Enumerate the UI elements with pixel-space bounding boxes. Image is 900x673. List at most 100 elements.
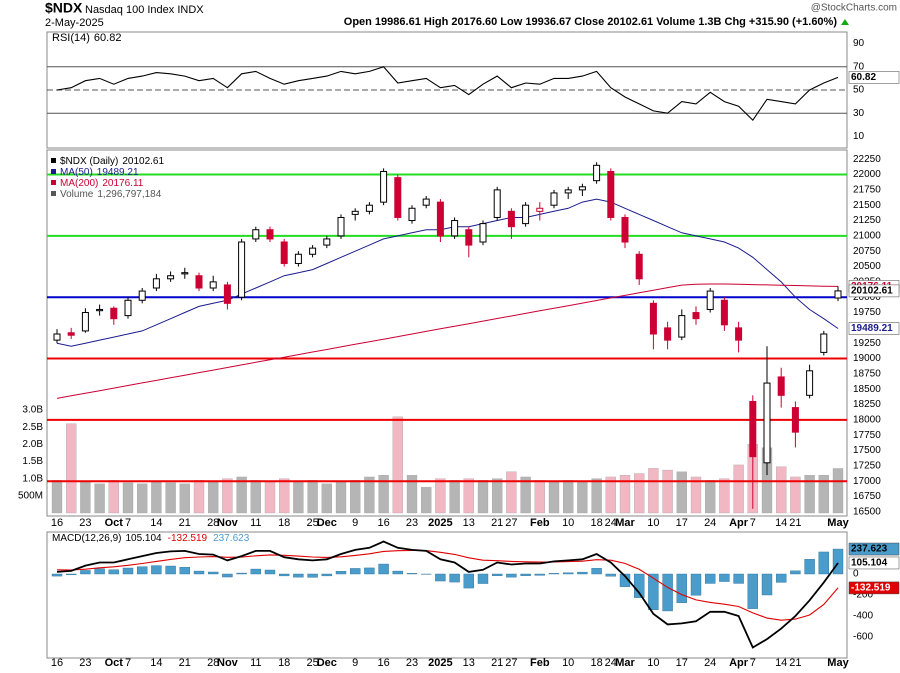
x-tick-label: 18 — [590, 517, 602, 529]
y-tick-label: 0 — [853, 569, 859, 580]
volume-bar — [66, 423, 77, 514]
volume-bar — [307, 480, 318, 514]
value-box — [848, 581, 900, 595]
moving-average — [56, 198, 839, 347]
histogram-bar — [94, 568, 105, 575]
histogram-bar — [222, 573, 233, 578]
histogram-bar — [364, 567, 375, 575]
histogram-bar — [165, 565, 176, 575]
histogram-bar — [179, 566, 191, 575]
y-tick-label: -200 — [853, 590, 873, 601]
histogram-bar — [534, 573, 545, 576]
x-tick-label: 7 — [750, 657, 756, 669]
legend-value: 20176.11 — [102, 178, 143, 189]
x-tick-label: 16 — [377, 657, 389, 669]
volume-bar — [804, 475, 815, 514]
y-tick-label: 17500 — [853, 445, 881, 456]
histogram-bar — [790, 570, 801, 575]
x-tick-label: 21 — [789, 517, 801, 529]
value-box — [848, 71, 900, 84]
histogram-bar — [136, 566, 148, 575]
volume-bar — [122, 482, 134, 514]
legend-value: 20102.61 — [122, 156, 164, 167]
x-tick-label: 14 — [150, 657, 162, 669]
value-box — [848, 322, 900, 335]
candle-body — [181, 272, 189, 275]
volume-bar — [492, 478, 503, 514]
legend-swatch — [51, 191, 56, 196]
x-tick-label: 23 — [406, 657, 418, 669]
volume-bar — [193, 480, 205, 514]
candle-body — [422, 198, 430, 206]
x-tick-label: 13 — [463, 657, 475, 669]
volume-bar — [676, 471, 687, 514]
x-tick-label: Dec — [317, 517, 337, 529]
candle-body — [351, 210, 359, 215]
histogram-bar — [449, 573, 460, 583]
x-tick-label: Oct — [105, 517, 124, 529]
histogram-bar — [761, 573, 773, 596]
volume-bar — [208, 481, 219, 514]
volume-bar — [605, 476, 616, 514]
volume-bar — [264, 481, 276, 514]
y-tick-label: 18750 — [853, 369, 881, 380]
candle-body — [522, 204, 530, 225]
x-tick-label: 25 — [306, 657, 318, 669]
value-box — [848, 556, 900, 570]
volume-bar — [435, 478, 446, 514]
volume-bar — [321, 483, 332, 514]
volume-tick-label: 2.5B — [22, 422, 43, 433]
candle-body — [834, 290, 842, 299]
candle-body — [280, 241, 288, 264]
y-tick-label: 20500 — [853, 261, 881, 272]
legend: RSI(14) 60.82 — [52, 32, 121, 44]
volume-bar — [335, 481, 347, 514]
x-tick-label: 16 — [51, 517, 63, 529]
histogram-bar — [591, 568, 602, 575]
quote: Open 19986.61 High 20176.60 Low 19936.67… — [344, 16, 838, 28]
histogram-bar — [279, 573, 290, 577]
candle-body — [436, 201, 444, 237]
x-tick-label: 10 — [647, 517, 659, 529]
x-tick-label: 24 — [704, 657, 716, 669]
histogram-bar — [293, 573, 304, 578]
volume-bar — [832, 468, 844, 514]
legend-name: MA(50) — [60, 167, 93, 178]
histogram-bar — [378, 563, 389, 575]
histogram-bar — [719, 573, 730, 582]
x-tick-label: 25 — [306, 517, 318, 529]
y-tick-label: 22000 — [853, 169, 881, 180]
volume-bar — [137, 483, 148, 514]
candle-body — [735, 327, 743, 341]
y-tick-label: 90 — [853, 38, 865, 49]
x-tick-label: 14 — [775, 517, 787, 529]
volume-bar — [719, 478, 730, 514]
candle-body — [238, 241, 246, 298]
x-tick-label: 21 — [491, 517, 503, 529]
x-tick-label: 14 — [150, 517, 162, 529]
histogram-bar — [321, 573, 332, 577]
legend-entry: MA(50) 19489.21 — [60, 167, 139, 178]
histogram-bar — [264, 569, 276, 575]
histogram-bar — [392, 570, 403, 575]
candle-body — [53, 333, 61, 341]
histogram-bar — [804, 559, 815, 575]
volume-bar — [279, 478, 290, 514]
volume-tick-label: 500M — [18, 490, 43, 501]
volume-tick-label: 1.0B — [22, 473, 43, 484]
histogram-bar — [435, 573, 446, 582]
candle-body — [493, 189, 501, 218]
legend-swatch — [51, 158, 56, 163]
candle-body — [209, 281, 217, 289]
y-tick-label: 22250 — [853, 154, 881, 165]
x-tick-label: Oct — [105, 657, 124, 669]
candle-body — [678, 315, 686, 338]
candle-body — [337, 216, 345, 237]
x-tick-label: 11 — [250, 657, 261, 669]
y-tick-label: 10 — [853, 131, 865, 142]
y-tick-label: 19000 — [853, 353, 881, 364]
candle-body — [749, 400, 757, 458]
volume-bar — [534, 480, 545, 514]
volume-bar — [151, 481, 162, 514]
volume-bar — [520, 476, 531, 514]
